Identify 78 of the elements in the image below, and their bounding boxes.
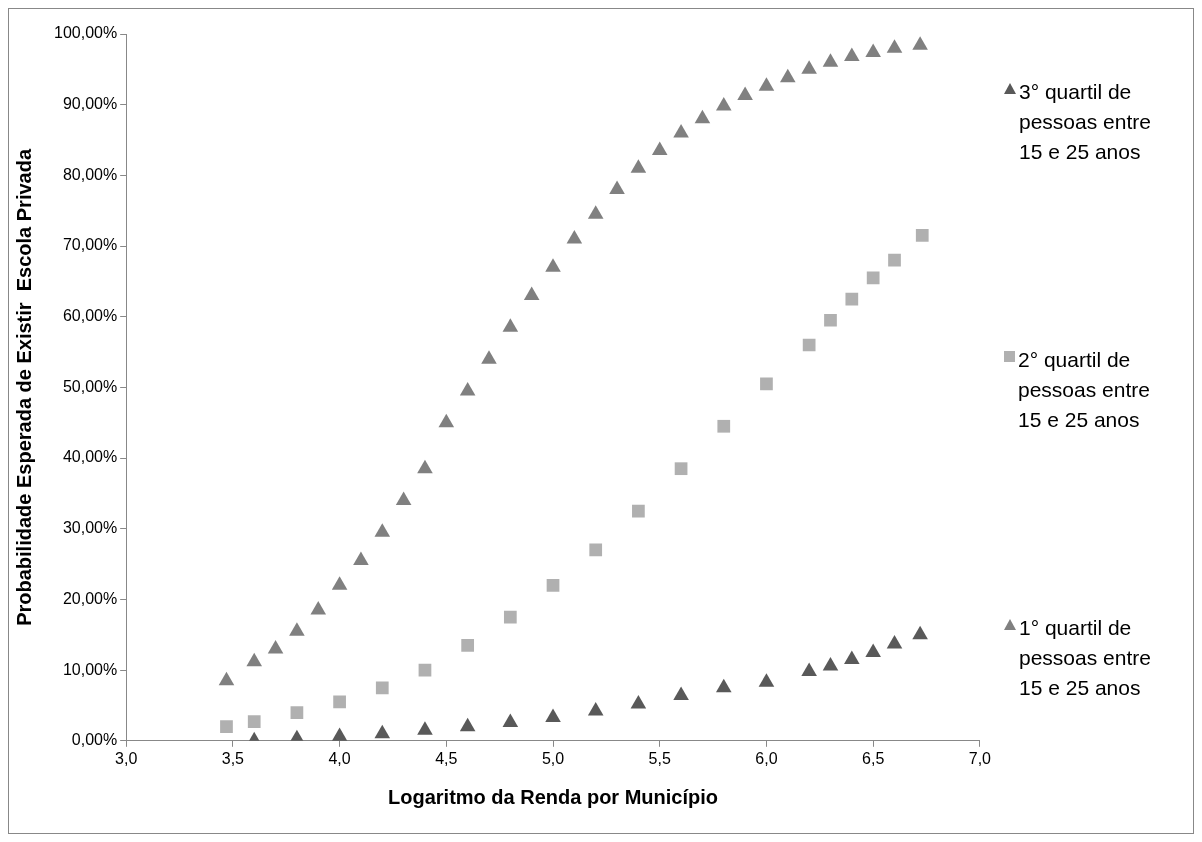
point bbox=[417, 459, 433, 474]
point bbox=[822, 53, 839, 67]
point bbox=[844, 47, 860, 62]
y-tick-label: 50,00% bbox=[62, 377, 118, 395]
x-tick-label: 3,5 bbox=[221, 749, 245, 767]
point bbox=[374, 523, 391, 537]
point bbox=[630, 695, 647, 709]
y-axis-title: Probabilidade Esperada de Existir Escola Privada bbox=[12, 148, 35, 626]
point bbox=[609, 180, 625, 194]
x-tick-label: 5,5 bbox=[648, 749, 671, 767]
y-tick-label: 10,00% bbox=[62, 660, 118, 678]
point bbox=[886, 634, 903, 649]
point bbox=[824, 313, 837, 327]
y-tick-label: 90,00% bbox=[62, 95, 118, 113]
point bbox=[546, 578, 560, 592]
point bbox=[673, 123, 689, 138]
point bbox=[587, 702, 604, 716]
point bbox=[395, 491, 412, 505]
point bbox=[545, 708, 561, 722]
point bbox=[459, 381, 476, 396]
point bbox=[715, 97, 732, 111]
x-tick-label: 6,5 bbox=[862, 749, 885, 767]
point bbox=[310, 601, 327, 615]
point bbox=[374, 724, 391, 739]
x-tick-label: 6,0 bbox=[755, 749, 778, 767]
point bbox=[822, 656, 839, 671]
y-tick-label: 60,00% bbox=[62, 307, 118, 325]
point bbox=[502, 713, 519, 727]
point bbox=[801, 60, 817, 74]
point bbox=[289, 622, 305, 636]
y-tick-label: 80,00% bbox=[62, 165, 118, 183]
point bbox=[502, 318, 519, 332]
point bbox=[912, 36, 928, 50]
point bbox=[545, 258, 561, 272]
x-tick-label: 4,0 bbox=[328, 749, 351, 767]
legend-label: 1° quartil de pessoas entre 15 e 25 anos bbox=[1019, 615, 1152, 701]
y-tick-label: 100,00% bbox=[53, 24, 118, 42]
point bbox=[523, 286, 540, 301]
x-tick-label: 4,5 bbox=[435, 749, 458, 767]
point bbox=[758, 77, 775, 91]
point bbox=[737, 86, 753, 100]
point bbox=[417, 721, 433, 735]
legend-label: 3° quartil de pessoas entre 15 e 25 anos bbox=[1019, 79, 1152, 165]
legend-label: 2° quartil de pessoas entre 15 e 25 anos bbox=[1018, 347, 1151, 433]
point bbox=[912, 625, 928, 640]
point bbox=[587, 205, 604, 219]
y-tick-label: 0,00% bbox=[71, 731, 118, 749]
point bbox=[801, 662, 817, 677]
point bbox=[459, 717, 476, 732]
point bbox=[865, 43, 881, 57]
point bbox=[758, 673, 775, 687]
x-tick-label: 7,0 bbox=[968, 749, 992, 767]
point bbox=[673, 686, 689, 701]
y-tick-label: 20,00% bbox=[62, 589, 118, 607]
point bbox=[888, 253, 901, 267]
point bbox=[331, 576, 348, 590]
point bbox=[865, 643, 881, 657]
point bbox=[694, 109, 711, 124]
point bbox=[630, 159, 647, 173]
point bbox=[353, 551, 369, 566]
point bbox=[566, 229, 583, 244]
point bbox=[717, 419, 731, 433]
point bbox=[886, 39, 903, 53]
point bbox=[715, 678, 732, 693]
point bbox=[438, 413, 455, 428]
y-tick-label: 70,00% bbox=[62, 236, 118, 254]
y-tick-label: 40,00% bbox=[62, 448, 118, 466]
x-tick-label: 5,0 bbox=[541, 749, 565, 767]
point bbox=[780, 68, 796, 83]
point bbox=[481, 350, 497, 364]
point bbox=[218, 671, 235, 686]
point bbox=[844, 650, 860, 665]
x-axis-title: Logaritmo da Renda por Município bbox=[388, 785, 719, 808]
point bbox=[267, 639, 284, 654]
x-tick-label: 3,0 bbox=[115, 749, 138, 767]
point bbox=[246, 652, 263, 667]
y-tick-label: 30,00% bbox=[62, 519, 118, 537]
point bbox=[651, 141, 668, 156]
